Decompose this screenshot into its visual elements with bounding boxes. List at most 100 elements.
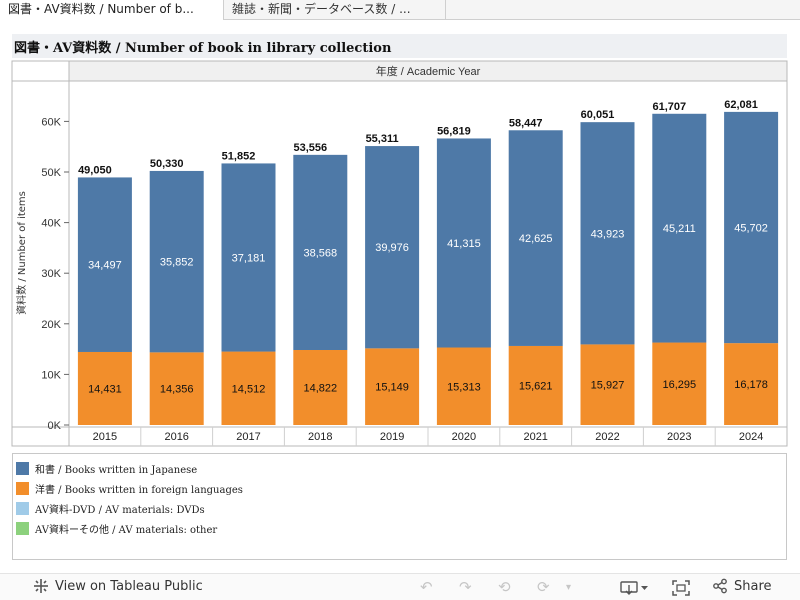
y-tick-label: 10K [41, 369, 61, 381]
share-button[interactable]: Share [712, 578, 772, 594]
x-tick-label: 2015 [93, 431, 117, 443]
y-tick-label: 30K [41, 268, 61, 280]
legend-item-dvd[interactable]: AV資料-DVD / AV materials: DVDs [16, 500, 205, 516]
y-axis-panel [11, 80, 70, 428]
bar-segment-foreign[interactable] [293, 350, 348, 425]
data-label-japanese: 45,702 [734, 223, 768, 235]
bars: 14,431 34,497 49,050 14,356 35,852 50,330 14,5… [77, 99, 779, 425]
legend-label-other: AV資料ーその他 / AV materials: other [35, 524, 218, 536]
data-label-japanese: 35,852 [160, 257, 194, 269]
x-tick-label: 2016 [164, 431, 188, 443]
y-tick-label: 50K [41, 167, 61, 179]
data-label-japanese: 45,211 [663, 223, 696, 235]
data-label-japanese: 38,568 [303, 247, 337, 259]
data-label-foreign: 15,621 [519, 380, 553, 392]
x-tick-label: 2021 [523, 431, 547, 443]
share-label: Share [734, 578, 772, 594]
x-axis: 2015 2016 2017 2018 2019 2020 2021 2022 2023 2024 [93, 427, 763, 446]
data-label-total: 51,852 [222, 150, 256, 162]
data-label-japanese: 37,181 [232, 253, 266, 265]
bar-segment-foreign[interactable] [652, 342, 707, 425]
tab-journals-newspapers[interactable]: 雑誌・新聞・データベース数 / ... [224, 0, 446, 20]
data-label-japanese: 39,976 [375, 242, 409, 254]
data-label-foreign: 16,295 [662, 379, 696, 391]
page-title: 図書・AV資料数 / Number of book in library col… [14, 41, 392, 56]
data-label-total: 61,707 [652, 101, 686, 113]
data-label-japanese: 41,315 [447, 238, 481, 250]
legend-label-foreign: 洋書 / Books written in foreign languages [35, 484, 243, 496]
bar-segment-foreign[interactable] [580, 344, 635, 425]
y-tick-label: 40K [41, 218, 61, 230]
legend: 和書 / Books written in Japanese 洋書 / Book… [12, 453, 787, 560]
revert-icon[interactable]: ⟲ [498, 578, 511, 596]
data-label-foreign: 15,313 [447, 381, 481, 393]
data-label-foreign: 14,431 [88, 383, 122, 395]
bar-segment-foreign[interactable] [221, 351, 276, 425]
bar-segment-foreign[interactable] [436, 347, 491, 425]
legend-swatch-dvd [16, 501, 29, 515]
data-label-total: 55,311 [366, 133, 399, 145]
bar-segment-japanese[interactable] [508, 130, 563, 346]
data-label-foreign: 16,178 [734, 379, 768, 391]
legend-label-japanese: 和書 / Books written in Japanese [35, 464, 198, 476]
bar-segment-japanese[interactable] [580, 122, 635, 345]
bar-segment-foreign[interactable] [149, 352, 204, 425]
sheet-tabs: 図書・AV資料数 / Number of b... 雑誌・新聞・データベース数 … [0, 0, 800, 20]
y-axis-title: 資料数 / Number of items [15, 191, 28, 315]
chart-title-bar: 図書・AV資料数 / Number of book in library col… [12, 34, 787, 58]
x-tick-label: 2018 [308, 431, 332, 443]
data-label-total: 62,081 [724, 99, 758, 111]
legend-swatch-foreign [16, 481, 29, 495]
bar-segment-japanese[interactable] [77, 177, 132, 352]
bar-segment-japanese[interactable] [221, 163, 276, 352]
data-label-japanese: 42,625 [519, 233, 553, 245]
bar-segment-foreign[interactable] [365, 348, 420, 425]
data-label-total: 56,819 [437, 125, 471, 137]
x-tick-label: 2023 [667, 431, 691, 443]
bar-segment-foreign[interactable] [77, 351, 132, 425]
y-tick-label: 0K [48, 420, 62, 432]
data-label-total: 50,330 [150, 158, 184, 170]
data-label-total: 58,447 [509, 117, 543, 129]
data-label-total: 53,556 [293, 142, 327, 154]
legend-item-other[interactable]: AV資料ーその他 / AV materials: other [16, 520, 217, 536]
view-on-tableau-link[interactable]: View on Tableau Public [33, 578, 203, 594]
data-label-japanese: 34,497 [88, 260, 122, 272]
bar-segment-japanese[interactable] [365, 146, 420, 349]
y-tick-label: 60K [41, 116, 61, 128]
bar-segment-japanese[interactable] [149, 170, 204, 353]
data-label-japanese: 43,923 [591, 228, 625, 240]
redo-icon[interactable]: ↷ [459, 578, 472, 596]
bar-segment-foreign[interactable] [508, 345, 563, 425]
data-label-foreign: 14,512 [232, 383, 266, 395]
view-on-tableau-label: View on Tableau Public [55, 578, 203, 594]
data-label-foreign: 14,356 [160, 384, 194, 396]
legend-swatch-japanese [16, 461, 29, 475]
data-label-total: 49,050 [78, 164, 112, 176]
legend-item-japanese[interactable]: 和書 / Books written in Japanese [16, 460, 197, 476]
y-tick-label: 20K [41, 319, 61, 331]
undo-icon[interactable]: ↶ [420, 578, 433, 596]
bar-segment-japanese[interactable] [293, 154, 348, 351]
data-label-foreign: 15,927 [591, 380, 625, 392]
x-tick-label: 2022 [595, 431, 619, 443]
bar-segment-japanese[interactable] [724, 111, 779, 344]
bar-segment-japanese[interactable] [436, 138, 491, 348]
legend-item-foreign[interactable]: 洋書 / Books written in foreign languages [16, 480, 243, 496]
x-tick-label: 2020 [452, 431, 476, 443]
download-icon[interactable] [620, 580, 650, 596]
bar-segment-foreign[interactable] [724, 343, 779, 425]
tableau-logo-icon [34, 579, 48, 593]
tab-books-av[interactable]: 図書・AV資料数 / Number of b... [0, 0, 224, 20]
legend-swatch-other [16, 521, 29, 535]
share-icon [713, 578, 727, 594]
x-tick-label: 2017 [236, 431, 260, 443]
tableau-toolbar: View on Tableau Public ↶ ↷ ⟲ ⟳ ▾ Share [0, 573, 800, 600]
bar-segment-japanese[interactable] [652, 113, 707, 343]
x-tick-label: 2024 [739, 431, 763, 443]
refresh-options-icon[interactable]: ▾ [566, 582, 572, 593]
x-tick-label: 2019 [380, 431, 404, 443]
y-axis: 0K 10K 20K 30K 40K 50K 60K [41, 116, 69, 432]
fullscreen-icon[interactable] [672, 580, 690, 596]
refresh-icon[interactable]: ⟳ [537, 578, 550, 596]
